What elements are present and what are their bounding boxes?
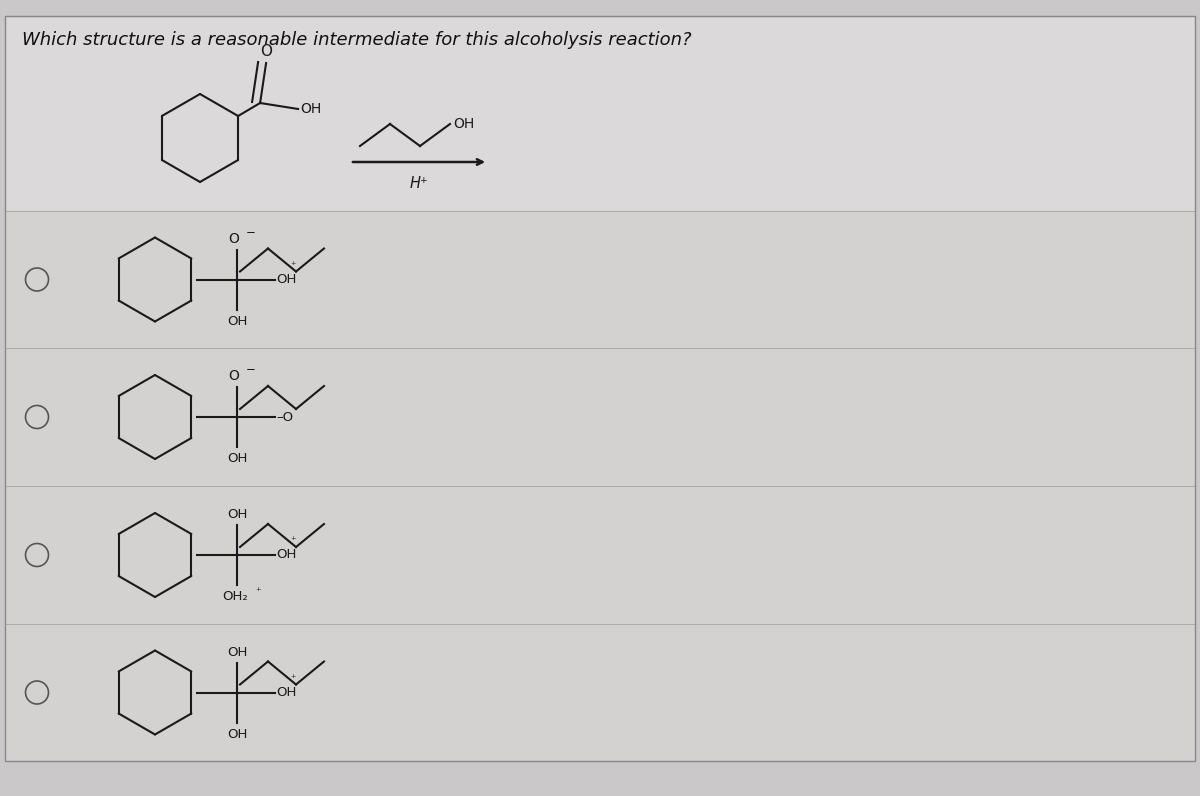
Text: ⁺: ⁺ <box>290 536 296 546</box>
Text: −: − <box>246 363 256 376</box>
FancyBboxPatch shape <box>5 624 1195 761</box>
Text: OH: OH <box>300 102 322 116</box>
Text: OH: OH <box>454 117 474 131</box>
FancyBboxPatch shape <box>5 16 1195 211</box>
Text: OH: OH <box>276 273 296 286</box>
Text: ⁺: ⁺ <box>290 673 296 684</box>
Text: Which structure is a reasonable intermediate for this alcoholysis reaction?: Which structure is a reasonable intermed… <box>22 31 691 49</box>
Text: OH: OH <box>227 452 247 465</box>
Text: H⁺: H⁺ <box>409 176 428 191</box>
Text: OH: OH <box>227 314 247 327</box>
Text: –O: –O <box>276 411 293 423</box>
Text: OH: OH <box>227 508 247 521</box>
Text: ⁺: ⁺ <box>256 587 262 597</box>
Text: OH: OH <box>227 728 247 740</box>
FancyBboxPatch shape <box>5 348 1195 486</box>
Text: ⁺: ⁺ <box>290 260 296 271</box>
Text: OH: OH <box>276 548 296 561</box>
Text: O: O <box>260 44 272 59</box>
Text: −: − <box>246 225 256 239</box>
Text: OH₂: OH₂ <box>222 590 248 603</box>
FancyBboxPatch shape <box>5 211 1195 348</box>
FancyBboxPatch shape <box>5 486 1195 624</box>
Text: OH: OH <box>227 646 247 658</box>
Text: O: O <box>228 369 240 383</box>
Text: OH: OH <box>276 686 296 699</box>
Text: O: O <box>228 232 240 245</box>
